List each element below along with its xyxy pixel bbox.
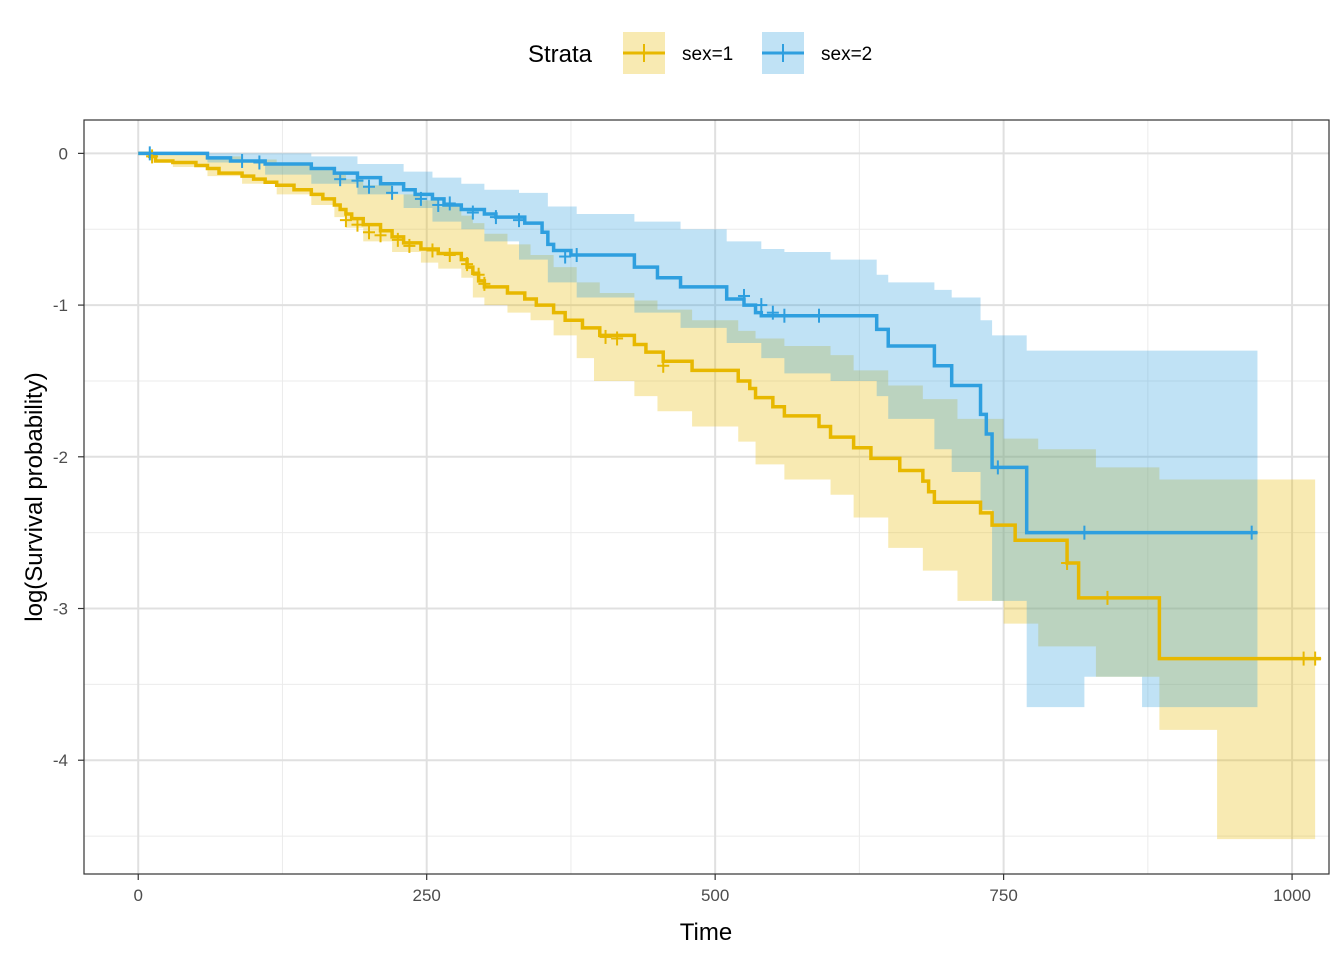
y-tick-label: 0 — [59, 144, 68, 163]
x-tick-label: 750 — [989, 886, 1017, 905]
y-tick-label: -1 — [53, 296, 68, 315]
legend-label-sex1: sex=1 — [682, 44, 733, 65]
major-gridlines — [84, 120, 1329, 874]
x-tick-label: 250 — [413, 886, 441, 905]
legend: Strata sex=1 sex=2 — [528, 32, 872, 74]
y-tick-label: -2 — [53, 448, 68, 467]
y-axis: 0 -1 -2 -3 -4 — [53, 144, 84, 770]
x-tick-label: 500 — [701, 886, 729, 905]
censor-marks — [143, 146, 1322, 666]
plot-panel-border — [83, 119, 1330, 875]
y-tick-label: -4 — [53, 751, 68, 770]
x-tick-label: 0 — [133, 886, 142, 905]
x-axis: 0 250 500 750 1000 — [133, 874, 1311, 905]
legend-label-sex2: sex=2 — [821, 44, 872, 65]
confidence-band-sex2 — [138, 153, 1258, 708]
legend-title: Strata — [528, 41, 593, 68]
confidence-band-sex1 — [138, 153, 1316, 840]
survival-line-sex1 — [138, 151, 1321, 661]
y-tick-label: -3 — [53, 600, 68, 619]
y-axis-title: log(Survival probability) — [21, 372, 48, 621]
x-tick-label: 1000 — [1273, 886, 1311, 905]
x-axis-title: Time — [680, 919, 732, 946]
confidence-bands — [138, 153, 1316, 840]
